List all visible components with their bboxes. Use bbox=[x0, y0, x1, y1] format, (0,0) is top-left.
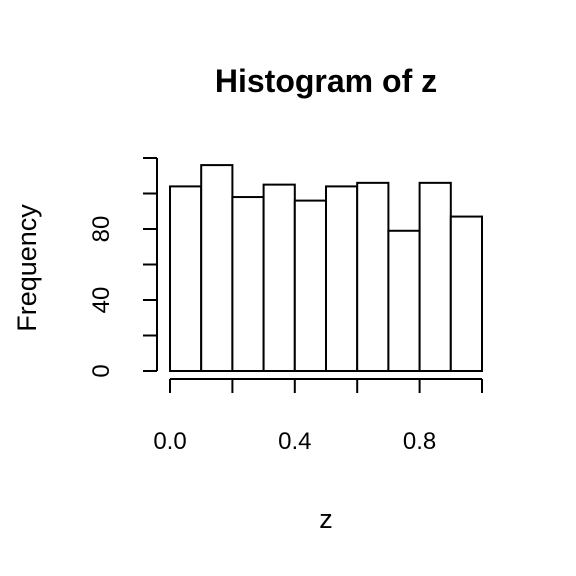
bars-group bbox=[170, 165, 482, 371]
histogram-bar bbox=[357, 183, 388, 371]
histogram-bar bbox=[326, 186, 357, 371]
y-tick-label: 0 bbox=[88, 364, 115, 377]
histogram-bar bbox=[388, 231, 419, 371]
x-axis-label: z bbox=[319, 504, 333, 534]
histogram-bar bbox=[264, 185, 295, 371]
y-axis: 0 40 80 bbox=[88, 158, 157, 378]
x-tick-label: 0.8 bbox=[403, 428, 436, 455]
y-tick-label: 80 bbox=[88, 216, 115, 243]
y-tick-label: 40 bbox=[88, 287, 115, 314]
histogram-bar bbox=[420, 183, 451, 371]
histogram-bar bbox=[451, 217, 482, 371]
histogram-bar bbox=[201, 165, 232, 371]
histogram-bar bbox=[170, 186, 201, 371]
histogram-bar bbox=[295, 201, 326, 371]
histogram-bar bbox=[232, 197, 263, 371]
x-axis: 0.0 0.4 0.8 bbox=[153, 379, 482, 455]
chart-title: Histogram of z bbox=[215, 63, 437, 99]
x-tick-label: 0.4 bbox=[278, 428, 311, 455]
y-axis-label: Frequency bbox=[12, 204, 42, 332]
x-tick-label: 0.0 bbox=[153, 428, 186, 455]
